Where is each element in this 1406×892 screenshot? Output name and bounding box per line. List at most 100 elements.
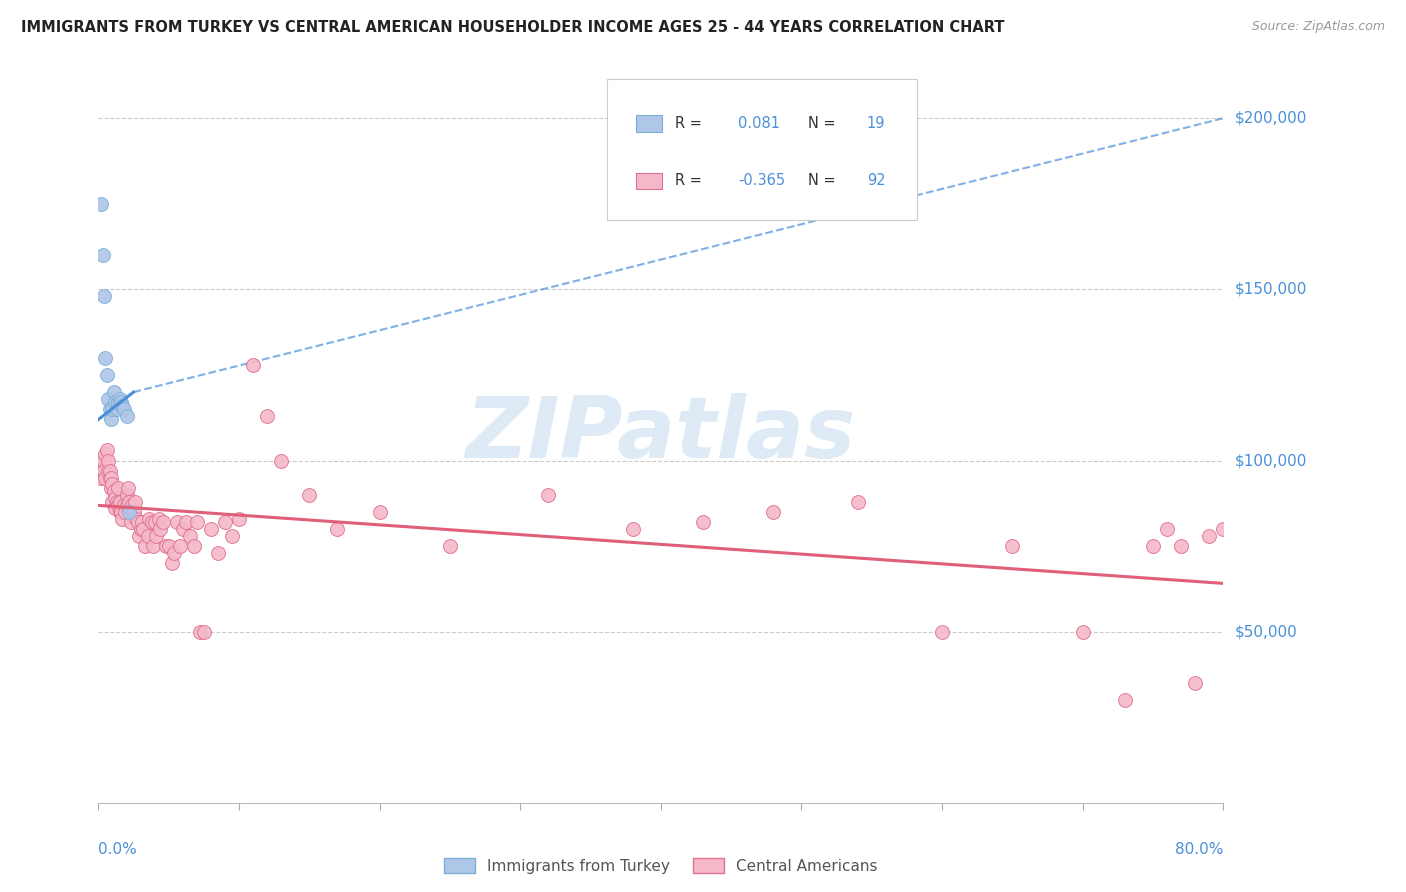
Text: 92: 92 bbox=[866, 173, 886, 188]
Point bbox=[93, 289, 115, 303]
Point bbox=[186, 515, 208, 529]
Point bbox=[1156, 522, 1178, 536]
Point bbox=[155, 539, 177, 553]
Point bbox=[160, 556, 183, 570]
Point bbox=[256, 409, 278, 423]
Point bbox=[98, 402, 121, 417]
Point bbox=[846, 494, 869, 508]
Point bbox=[134, 539, 156, 553]
Point bbox=[111, 399, 134, 413]
Point bbox=[179, 529, 201, 543]
FancyBboxPatch shape bbox=[636, 172, 662, 189]
Text: $100,000: $100,000 bbox=[1234, 453, 1306, 468]
Point bbox=[129, 522, 152, 536]
Point bbox=[108, 392, 131, 406]
Point bbox=[103, 484, 125, 499]
Point bbox=[94, 351, 117, 365]
Point bbox=[1001, 539, 1024, 553]
Text: R =: R = bbox=[675, 116, 703, 131]
Point bbox=[166, 515, 188, 529]
Legend: Immigrants from Turkey, Central Americans: Immigrants from Turkey, Central American… bbox=[439, 852, 883, 880]
Point bbox=[141, 515, 163, 529]
Point bbox=[143, 515, 166, 529]
Point bbox=[149, 522, 172, 536]
Point bbox=[93, 453, 115, 467]
Text: 0.0%: 0.0% bbox=[98, 842, 138, 856]
Point bbox=[157, 539, 180, 553]
Point bbox=[90, 470, 112, 484]
Point bbox=[183, 539, 205, 553]
Point bbox=[193, 624, 215, 639]
Point bbox=[1114, 693, 1136, 707]
Text: N =: N = bbox=[808, 173, 835, 188]
Point bbox=[97, 464, 120, 478]
Point bbox=[101, 402, 124, 417]
Point bbox=[121, 498, 143, 512]
Point bbox=[101, 477, 124, 491]
Point bbox=[131, 515, 153, 529]
Point bbox=[128, 529, 150, 543]
Point bbox=[110, 505, 132, 519]
Text: $150,000: $150,000 bbox=[1234, 282, 1306, 297]
Text: 0.081: 0.081 bbox=[738, 116, 780, 131]
Point bbox=[104, 501, 127, 516]
Point bbox=[221, 529, 243, 543]
Point bbox=[100, 470, 122, 484]
Point bbox=[132, 522, 155, 536]
Point bbox=[111, 512, 134, 526]
Point bbox=[692, 515, 714, 529]
Point bbox=[105, 402, 128, 417]
Point bbox=[100, 412, 122, 426]
Point bbox=[107, 395, 129, 409]
Point bbox=[621, 522, 644, 536]
Text: 80.0%: 80.0% bbox=[1175, 842, 1223, 856]
Point bbox=[101, 494, 124, 508]
Point bbox=[163, 546, 186, 560]
Point bbox=[118, 494, 141, 508]
Point bbox=[112, 402, 135, 417]
Text: ZIPatlas: ZIPatlas bbox=[465, 393, 856, 476]
Point bbox=[100, 481, 122, 495]
Point bbox=[114, 505, 136, 519]
Point bbox=[145, 529, 167, 543]
Point bbox=[1142, 539, 1164, 553]
Point bbox=[107, 498, 129, 512]
Text: $50,000: $50,000 bbox=[1234, 624, 1298, 640]
Point bbox=[762, 505, 785, 519]
Point bbox=[1170, 539, 1192, 553]
Point bbox=[107, 481, 129, 495]
Point bbox=[148, 512, 170, 526]
Point bbox=[1198, 529, 1220, 543]
Point bbox=[242, 358, 264, 372]
Point bbox=[200, 522, 222, 536]
Point bbox=[91, 464, 114, 478]
Point bbox=[174, 515, 197, 529]
Point bbox=[439, 539, 461, 553]
Text: N =: N = bbox=[808, 116, 835, 131]
Point bbox=[124, 494, 146, 508]
Point bbox=[120, 515, 142, 529]
Point bbox=[97, 453, 120, 467]
Point bbox=[94, 470, 117, 484]
Point bbox=[1071, 624, 1094, 639]
Point bbox=[96, 443, 118, 458]
Point bbox=[118, 505, 141, 519]
Point bbox=[136, 529, 159, 543]
Point bbox=[115, 409, 138, 423]
FancyBboxPatch shape bbox=[636, 115, 662, 132]
Point bbox=[94, 447, 117, 461]
Point bbox=[108, 505, 131, 519]
Point bbox=[115, 498, 138, 512]
Point bbox=[125, 512, 148, 526]
Point bbox=[169, 539, 191, 553]
Point bbox=[326, 522, 349, 536]
Point bbox=[110, 395, 132, 409]
Point bbox=[152, 515, 174, 529]
Text: $200,000: $200,000 bbox=[1234, 111, 1306, 126]
Point bbox=[93, 464, 115, 478]
Point bbox=[98, 470, 121, 484]
Text: 19: 19 bbox=[866, 116, 886, 131]
Point bbox=[1212, 522, 1234, 536]
Point bbox=[96, 368, 118, 382]
Point bbox=[103, 385, 125, 400]
